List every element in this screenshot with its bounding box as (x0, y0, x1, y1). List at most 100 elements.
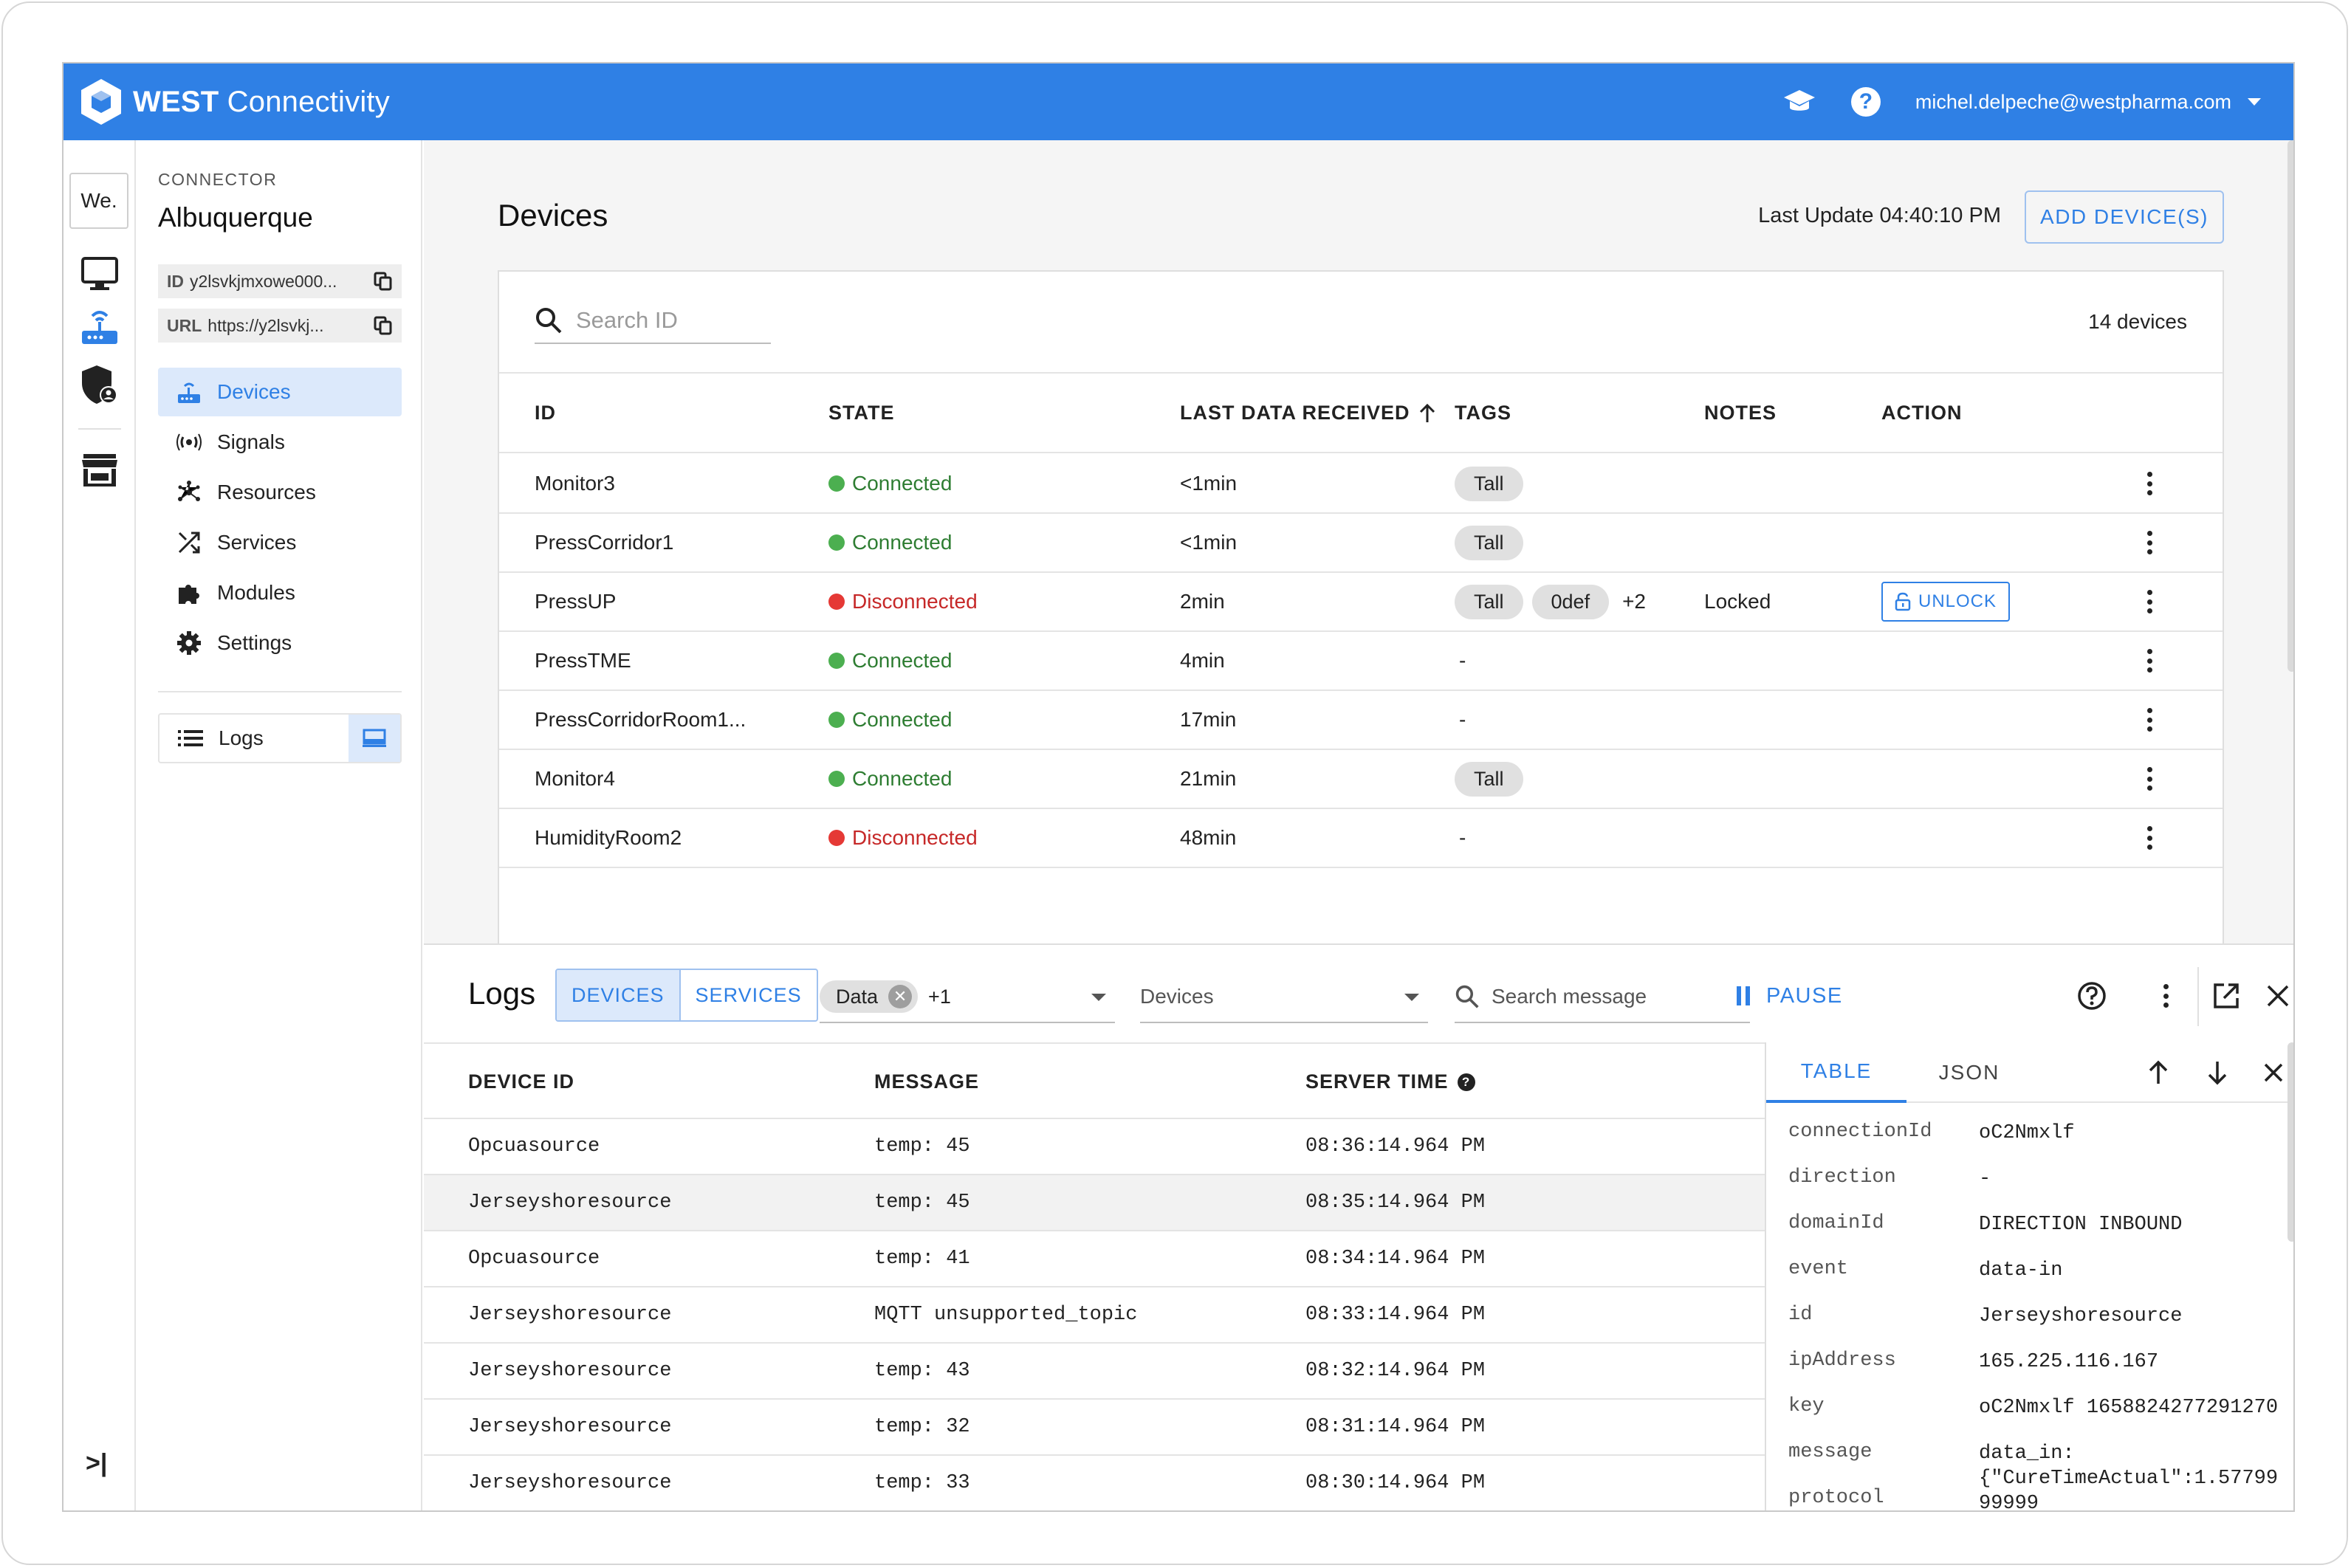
workspace-switcher[interactable]: We. (69, 173, 128, 229)
help-icon[interactable]: ? (1849, 85, 1883, 119)
col-tags[interactable]: TAGS (1455, 402, 1511, 424)
tag-chip[interactable]: Tall (1455, 584, 1523, 619)
row-menu-icon[interactable] (2144, 809, 2155, 867)
copy-url-icon[interactable] (374, 316, 393, 335)
detail-value: - (1979, 1168, 1991, 1190)
log-row[interactable]: Jerseyshoresource temp: 33 08:30:14.964 PM (424, 1456, 1765, 1510)
nav-item-resources[interactable]: Resources (158, 468, 402, 517)
table-row[interactable]: PressTME Connected 4min - (499, 632, 2223, 691)
help-icon[interactable]: ? (1457, 1073, 1475, 1091)
devices-select[interactable]: Devices (1140, 972, 1428, 1023)
nav-item-settings[interactable]: Settings (158, 619, 402, 667)
store-icon[interactable] (80, 450, 120, 490)
col-state[interactable]: STATE (828, 402, 895, 424)
event-filter-select[interactable]: Data ✕ +1 (820, 972, 1115, 1023)
log-row[interactable]: Jerseyshoresource MQTT unsupported_topic 0… (424, 1287, 1765, 1344)
detail-key: protocol (1788, 1487, 1884, 1509)
tab-devices[interactable]: DEVICES (557, 970, 681, 1020)
device-id: HumidityRoom2 (535, 826, 682, 849)
table-row[interactable]: HumidityRoom2 Disconnected 48min - (499, 809, 2223, 868)
west-cube-icon (81, 79, 121, 125)
more-vert-icon (2144, 649, 2155, 673)
detail-key: event (1788, 1258, 1849, 1280)
search-message-input[interactable] (1492, 985, 1735, 1008)
col-notes[interactable]: NOTES (1704, 402, 1777, 424)
row-menu-icon[interactable] (2144, 691, 2155, 749)
message-search (1455, 972, 1750, 1023)
device-id: Monitor3 (535, 472, 615, 495)
log-row[interactable]: Jerseyshoresource temp: 45 08:35:14.964 PM (424, 1175, 1765, 1231)
row-menu-icon[interactable] (2144, 750, 2155, 808)
close-detail-icon[interactable] (2256, 1056, 2290, 1090)
more-vert-icon[interactable] (2149, 979, 2183, 1013)
device-action: UNLOCK (1881, 573, 2011, 630)
tab-table[interactable]: TABLE (1766, 1042, 1906, 1103)
add-devices-button[interactable]: ADD DEVICE(S) (2025, 190, 2224, 244)
device-tags: Tall (1455, 750, 1532, 808)
log-device-id: Jerseyshoresource (468, 1416, 672, 1438)
main-content: Devices Last Update 04:40:10 PM ADD DEVI… (424, 140, 2293, 1510)
log-row[interactable]: Jerseyshoresource temp: 32 08:31:14.964 PM (424, 1400, 1765, 1456)
nav-item-modules[interactable]: Modules (158, 568, 402, 617)
col-last-data-label: LAST DATA RECEIVED (1180, 402, 1410, 424)
log-row[interactable]: Opcuasource temp: 45 08:36:14.964 PM (424, 1119, 1765, 1175)
log-row[interactable]: Opcuasource temp: 41 08:34:14.964 PM (424, 1231, 1765, 1287)
detail-scrollbar[interactable] (2287, 1042, 2293, 1242)
copy-id-icon[interactable] (374, 272, 393, 291)
close-logs-icon[interactable] (2261, 979, 2293, 1013)
tag-chip[interactable]: Tall (1455, 525, 1523, 560)
shield-user-icon[interactable] (80, 365, 120, 405)
dock-bottom-icon[interactable] (349, 715, 400, 762)
table-row[interactable]: Monitor4 Connected 21min Tall (499, 750, 2223, 809)
open-in-new-icon[interactable] (2209, 979, 2243, 1013)
state-label: Disconnected (852, 826, 978, 849)
nav-item-signals[interactable]: Signals (158, 418, 402, 467)
table-row[interactable]: PressUP Disconnected 2min Tall 0def +2 Locked U… (499, 573, 2223, 632)
connector-url-label: URL (167, 315, 202, 335)
devices-scrollbar[interactable] (2287, 140, 2293, 672)
previous-arrow-icon[interactable] (2141, 1056, 2175, 1090)
next-arrow-icon[interactable] (2200, 1056, 2234, 1090)
logs-button[interactable]: Logs (159, 723, 349, 753)
remove-chip-icon[interactable]: ✕ (888, 985, 913, 1008)
row-menu-icon[interactable] (2144, 632, 2155, 690)
connector-name: Albuquerque (158, 202, 313, 233)
device-state: Disconnected (828, 573, 978, 630)
nav-item-label: Settings (217, 631, 292, 654)
tag-chip[interactable]: Tall (1455, 761, 1523, 797)
tag-chip[interactable]: Tall (1455, 466, 1523, 501)
row-menu-icon[interactable] (2144, 573, 2155, 630)
brand-logo[interactable]: WEST Connectivity (80, 77, 390, 127)
tab-services[interactable]: SERVICES (695, 983, 802, 1006)
tab-json[interactable]: JSON (1938, 1061, 2000, 1084)
graduation-cap-icon[interactable] (1782, 85, 1816, 119)
table-row[interactable]: PressCorridorRoom1... Connected 17min - (499, 691, 2223, 750)
col-id[interactable]: ID (535, 402, 556, 424)
table-row[interactable]: Monitor3 Connected <1min Tall (499, 455, 2223, 514)
row-menu-icon[interactable] (2144, 514, 2155, 571)
log-row[interactable]: Jerseyshoresource temp: 43 08:32:14.964 PM (424, 1344, 1765, 1400)
col-last-data[interactable]: LAST DATA RECEIVED (1180, 402, 1437, 424)
detail-value: data-in (1979, 1259, 2063, 1282)
row-menu-icon[interactable] (2144, 455, 2155, 512)
last-data-received: 17min (1180, 708, 1237, 731)
nav-item-services[interactable]: Services (158, 518, 402, 567)
table-row[interactable]: PressCorridor1 Connected <1min Tall (499, 514, 2223, 573)
app-window: WEST Connectivity ? michel.delpeche@west… (62, 62, 2295, 1512)
pause-button[interactable]: PAUSE (1737, 977, 1843, 1014)
connector-router-icon[interactable] (80, 307, 120, 347)
unlock-button[interactable]: UNLOCK (1881, 582, 2011, 622)
devices-select-value: Devices (1140, 985, 1214, 1008)
tag-chip[interactable]: 0def (1531, 584, 1610, 619)
table-row[interactable] (499, 868, 2223, 927)
search-id-input[interactable] (576, 307, 753, 334)
col-action[interactable]: ACTION (1881, 402, 1963, 424)
nav-item-devices[interactable]: Devices (158, 368, 402, 416)
chevron-down-icon (1404, 994, 1419, 1001)
help-outline-icon[interactable] (2075, 979, 2109, 1013)
user-menu-caret-icon[interactable] (2248, 98, 2261, 106)
user-email[interactable]: michel.delpeche@westpharma.com (1915, 90, 2231, 113)
monitor-icon[interactable] (80, 254, 120, 294)
expand-rail-icon[interactable]: >| (86, 1449, 108, 1477)
logs-panel: Logs DEVICES SERVICES Data ✕ +1 Devices (424, 943, 2293, 1510)
